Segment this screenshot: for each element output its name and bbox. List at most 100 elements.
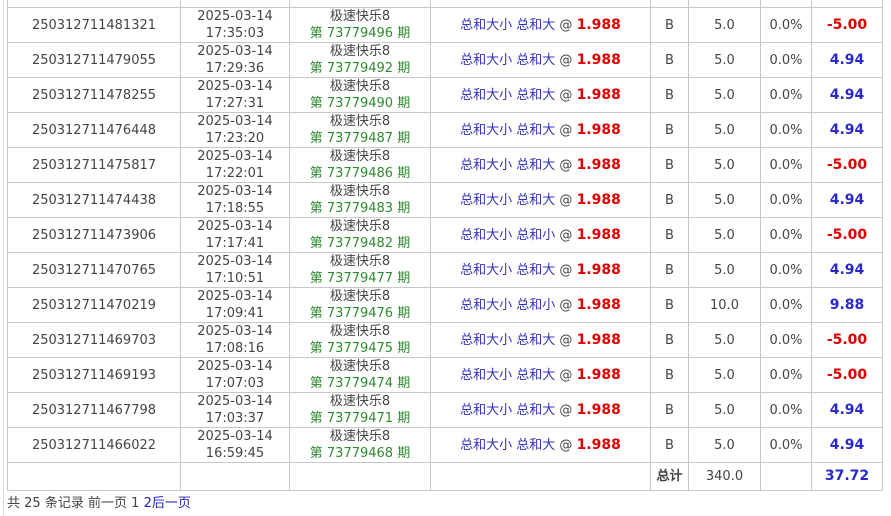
bet-date: 2025-03-14 bbox=[197, 394, 273, 409]
order-number: 250312711467798 bbox=[7, 392, 181, 428]
side: B bbox=[650, 392, 689, 428]
side: B bbox=[650, 42, 689, 78]
odds: 1.988 bbox=[576, 51, 621, 68]
issue-number: 73779477 bbox=[326, 271, 394, 286]
game-info: 极速快乐8 第 73779482 期 bbox=[289, 217, 431, 253]
bet-clock: 17:29:36 bbox=[205, 61, 265, 76]
table-row: 250312711470219 2025-03-14 17:09:41 极速快乐8… bbox=[7, 287, 883, 323]
issue-number: 73779474 bbox=[326, 376, 394, 391]
issue-prefix: 第 bbox=[309, 166, 323, 181]
game-info: 极速快乐8 第 73779487 期 bbox=[289, 112, 431, 148]
game-name: 极速快乐8 bbox=[329, 324, 391, 339]
page-2-link[interactable]: 2 bbox=[143, 496, 152, 511]
issue-prefix: 第 bbox=[309, 306, 323, 321]
rebate: 0.0% bbox=[760, 42, 812, 78]
bet-amount: 5.0 bbox=[688, 252, 761, 288]
issue-number: 73779490 bbox=[326, 96, 394, 111]
issue-suffix: 期 bbox=[397, 166, 411, 181]
play-type: 总和大小 总和大 bbox=[460, 87, 556, 103]
at-sign: @ bbox=[559, 157, 573, 173]
side: B bbox=[650, 217, 689, 253]
total-row: 总计 340.0 37.72 bbox=[7, 462, 883, 491]
issue-suffix: 期 bbox=[397, 271, 411, 286]
side: B bbox=[650, 7, 689, 43]
win-loss: 4.94 bbox=[811, 252, 883, 288]
issue-suffix: 期 bbox=[397, 446, 411, 461]
issue-prefix: 第 bbox=[309, 271, 323, 286]
issue-number: 73779483 bbox=[326, 201, 394, 216]
bet-clock: 17:10:51 bbox=[205, 271, 265, 286]
bet-clock: 17:17:41 bbox=[205, 236, 265, 251]
record-count: 25 bbox=[24, 496, 41, 511]
table-row: 250312711474438 2025-03-14 17:18:55 极速快乐8… bbox=[7, 182, 883, 218]
play-type: 总和大小 总和大 bbox=[460, 122, 556, 138]
bet-content: 总和大小 总和大 @ 1.988 bbox=[430, 77, 651, 113]
order-number: 250312711469193 bbox=[7, 357, 181, 393]
side: B bbox=[650, 287, 689, 323]
table-row: 250312711470765 2025-03-14 17:10:51 极速快乐8… bbox=[7, 252, 883, 288]
table-row: 250312711473906 2025-03-14 17:17:41 极速快乐8… bbox=[7, 217, 883, 253]
total-label: 总计 bbox=[650, 462, 689, 491]
bet-content: 总和大小 总和大 @ 1.988 bbox=[430, 182, 651, 218]
order-number: 250312711478255 bbox=[7, 77, 181, 113]
odds: 1.988 bbox=[576, 436, 621, 453]
issue-suffix: 期 bbox=[397, 26, 411, 41]
bet-content: 总和大小 总和大 @ 1.988 bbox=[430, 252, 651, 288]
win-loss: 9.88 bbox=[811, 287, 883, 323]
play-type: 总和大小 总和小 bbox=[460, 227, 556, 243]
bet-amount: 5.0 bbox=[688, 182, 761, 218]
win-loss: 4.94 bbox=[811, 392, 883, 428]
play-type: 总和大小 总和小 bbox=[460, 297, 556, 313]
side: B bbox=[650, 147, 689, 183]
play-type: 总和大小 总和大 bbox=[460, 52, 556, 68]
bet-clock: 17:08:16 bbox=[205, 341, 265, 356]
win-loss: 4.94 bbox=[811, 42, 883, 78]
game-info: 极速快乐8 第 73779471 期 bbox=[289, 392, 431, 428]
game-name: 极速快乐8 bbox=[329, 219, 391, 234]
odds: 1.988 bbox=[576, 296, 621, 313]
bet-amount: 5.0 bbox=[688, 42, 761, 78]
game-info: 极速快乐8 第 73779475 期 bbox=[289, 322, 431, 358]
win-loss: -5.00 bbox=[811, 322, 883, 358]
bet-date: 2025-03-14 bbox=[197, 289, 273, 304]
issue-suffix: 期 bbox=[397, 376, 411, 391]
issue-prefix: 第 bbox=[309, 201, 323, 216]
bet-clock: 17:35:03 bbox=[205, 26, 265, 41]
bet-clock: 17:03:37 bbox=[205, 411, 265, 426]
bet-time: 2025-03-14 17:18:55 bbox=[180, 182, 290, 218]
play-type: 总和大小 总和大 bbox=[460, 157, 556, 173]
bet-date: 2025-03-14 bbox=[197, 184, 273, 199]
rebate: 0.0% bbox=[760, 252, 812, 288]
win-loss: 4.94 bbox=[811, 112, 883, 148]
bet-time: 2025-03-14 17:08:16 bbox=[180, 322, 290, 358]
order-number: 250312711481321 bbox=[7, 7, 181, 43]
game-name: 极速快乐8 bbox=[329, 184, 391, 199]
next-page-link[interactable]: 后一页 bbox=[151, 496, 191, 511]
page-edge bbox=[3, 0, 4, 516]
bet-time: 2025-03-14 16:59:45 bbox=[180, 427, 290, 463]
table-row: 250312711466022 2025-03-14 16:59:45 极速快乐8… bbox=[7, 427, 883, 463]
bet-content: 总和大小 总和大 @ 1.988 bbox=[430, 147, 651, 183]
bet-clock: 17:07:03 bbox=[205, 376, 265, 391]
order-number: 250312711473906 bbox=[7, 217, 181, 253]
side: B bbox=[650, 357, 689, 393]
at-sign: @ bbox=[559, 332, 573, 348]
rebate: 0.0% bbox=[760, 427, 812, 463]
bet-amount: 5.0 bbox=[688, 392, 761, 428]
issue-prefix: 第 bbox=[309, 376, 323, 391]
bet-time: 2025-03-14 17:17:41 bbox=[180, 217, 290, 253]
game-info: 极速快乐8 第 73779468 期 bbox=[289, 427, 431, 463]
play-type: 总和大小 总和大 bbox=[460, 367, 556, 383]
play-type: 总和大小 总和大 bbox=[460, 192, 556, 208]
play-type: 总和大小 总和大 bbox=[460, 402, 556, 418]
at-sign: @ bbox=[559, 227, 573, 243]
rebate: 0.0% bbox=[760, 182, 812, 218]
rebate: 0.0% bbox=[760, 7, 812, 43]
order-number: 250312711475817 bbox=[7, 147, 181, 183]
bet-clock: 17:23:20 bbox=[205, 131, 265, 146]
bet-date: 2025-03-14 bbox=[197, 114, 273, 129]
issue-number: 73779486 bbox=[326, 166, 394, 181]
issue-number: 73779476 bbox=[326, 306, 394, 321]
game-info: 极速快乐8 第 73779490 期 bbox=[289, 77, 431, 113]
bet-time: 2025-03-14 17:10:51 bbox=[180, 252, 290, 288]
